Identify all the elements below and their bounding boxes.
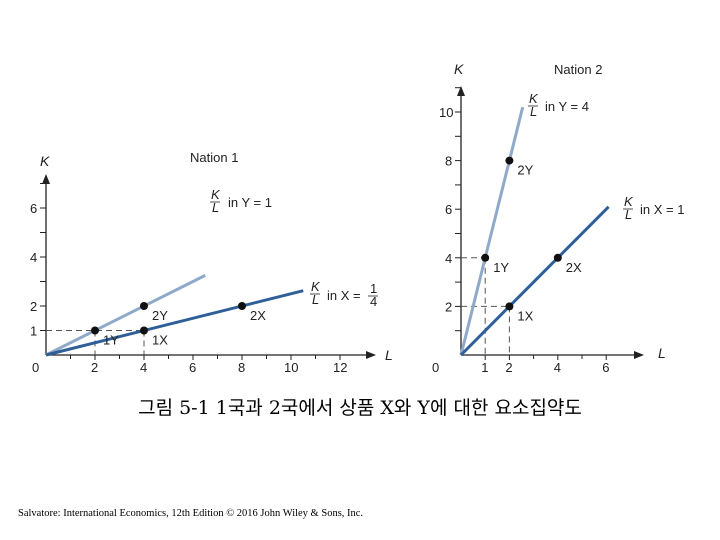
nation2-x-ray-k: K: [624, 194, 634, 209]
nation2-point: [553, 253, 562, 262]
nation2-y-tick-label: 10: [439, 105, 453, 120]
nation2-series-y-label: K L in Y = 4: [528, 91, 589, 119]
nation1-series-y-label: K L in Y = 1: [210, 187, 272, 215]
nation2-x-ray-l: L: [625, 207, 632, 222]
nation1-point-label: 2X: [250, 308, 266, 323]
nation2-ticks: 1 2 4 6 2 4 6 8 10: [439, 87, 609, 375]
nation1-points: 1Y 2Y 1X 2X: [91, 302, 266, 348]
nation1-y-ray-k: K: [211, 187, 221, 202]
nation1-x-tick-label: 8: [238, 360, 245, 375]
nation2-y-ray-label: in Y = 4: [545, 99, 589, 114]
nation2-series-x-label: K L in X = 1: [623, 194, 684, 222]
nation1-y-tick-label: 1: [30, 324, 37, 339]
nation2-x-tick-label: 4: [554, 360, 561, 375]
nation2-chart: Nation 2 K L 0 1 2 4 6 2 4 6 8 10 1Y 2Y 1X 2X K L i…: [432, 61, 684, 375]
nation1-x-tick-label: 10: [284, 360, 298, 375]
nation2-rays: [459, 106, 610, 357]
nation1-x-ray-l: L: [312, 292, 319, 307]
nation1-x-axis-label: L: [385, 347, 393, 363]
nation1-y-arrow: [42, 174, 50, 184]
nation2-x-ray-label: in X = 1: [640, 202, 684, 217]
nation1-x-tick-label: 12: [333, 360, 347, 375]
nation1-x-ray-frac-den: 4: [370, 294, 377, 309]
nation1-title: Nation 1: [190, 150, 238, 165]
nation1-x-ray-k: K: [311, 279, 321, 294]
nation1-y-axis-label: K: [40, 153, 50, 169]
nation1-x-tick-label: 2: [91, 360, 98, 375]
nation2-point-label: 1Y: [493, 260, 509, 275]
nation1-y-ray: [45, 274, 206, 357]
nation1-point-label: 1Y: [103, 333, 119, 348]
nation2-y-ray: [459, 106, 525, 356]
nation1-origin-label: 0: [32, 360, 39, 375]
nation2-title: Nation 2: [554, 62, 602, 77]
nation1-series-x-label: K L in X = 1 4: [310, 279, 378, 309]
nation2-guides: [461, 257, 510, 355]
nation1-point-label: 1X: [152, 333, 168, 348]
nation1-y-tick-label: 2: [30, 299, 37, 314]
nation1-x-ray-label: in X =: [327, 288, 361, 303]
nation1-point: [238, 302, 246, 310]
nation1-point: [91, 326, 99, 335]
nation2-origin-label: 0: [432, 360, 439, 375]
nation1-x-tick-label: 6: [189, 360, 196, 375]
nation2-y-tick-label: 2: [445, 299, 452, 314]
nation2-y-ray-l: L: [530, 104, 537, 119]
nation2-point: [505, 156, 514, 165]
nation2-point-label: 2Y: [517, 163, 533, 178]
nation1-y-tick-label: 6: [30, 201, 37, 216]
nation1-x-tick-label: 4: [140, 360, 147, 375]
nation1-x-ray-frac-num: 1: [370, 281, 377, 296]
nation2-points: 1Y 2Y 1X 2X: [481, 156, 582, 323]
nation2-x-ray: [459, 205, 610, 357]
nation2-x-axis-label: L: [658, 345, 666, 361]
nation2-x-tick-label: 6: [602, 360, 609, 375]
nation1-y-tick-label: 4: [30, 250, 37, 265]
nation2-x-tick-label: 1: [481, 360, 488, 375]
nation2-y-ray-k: K: [529, 91, 539, 106]
nation1-rays: [45, 274, 304, 357]
nation2-y-tick-label: 6: [445, 202, 452, 217]
copyright-footer: Salvatore: International Economics, 12th…: [18, 508, 364, 519]
nation2-point: [481, 253, 490, 262]
nation2-y-arrow: [457, 86, 465, 96]
nation1-point-label: 2Y: [152, 308, 168, 323]
nation2-y-tick-label: 8: [445, 154, 452, 169]
nation1-x-ray: [45, 289, 304, 357]
figure-caption: 그림 5-1 1국과 2국에서 상품 X와 Y에 대한 요소집약도: [138, 397, 582, 419]
nation2-x-arrow: [634, 351, 644, 359]
nation1-x-arrow: [366, 351, 376, 359]
nation1-point: [140, 302, 148, 310]
nation2-x-tick-label: 2: [505, 360, 512, 375]
nation2-point-label: 2X: [566, 260, 582, 275]
nation2-point: [505, 302, 514, 311]
nation1-point: [140, 326, 148, 335]
nation2-y-axis-label: K: [454, 61, 464, 77]
nation2-y-tick-label: 4: [445, 251, 452, 266]
nation1-y-ray-label: in Y = 1: [228, 195, 272, 210]
nation1-y-ray-l: L: [212, 200, 219, 215]
nation2-point-label: 1X: [517, 308, 533, 323]
